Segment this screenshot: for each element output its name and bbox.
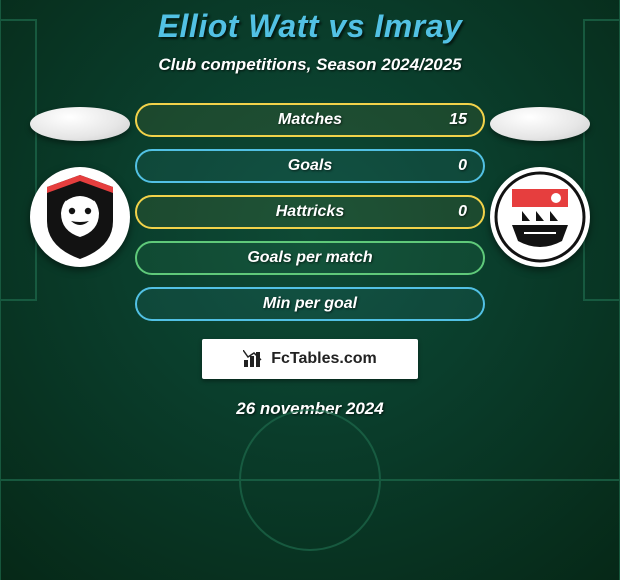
footer-date: 26 november 2024 xyxy=(0,399,620,419)
attribution-banner: FcTables.com xyxy=(202,339,418,379)
stat-row: Goals per match xyxy=(135,241,485,275)
left-club-badge xyxy=(30,167,130,267)
left-player-column xyxy=(25,103,135,267)
stat-label: Goals xyxy=(288,157,332,175)
stat-label: Goals per match xyxy=(247,249,372,267)
stat-row: Hattricks 0 xyxy=(135,195,485,229)
main-area: Matches 15 Goals 0 Hattricks 0 Goals per match… xyxy=(0,103,620,321)
stat-row: Matches 15 xyxy=(135,103,485,137)
stat-label: Min per goal xyxy=(263,295,357,313)
comparison-subtitle: Club competitions, Season 2024/2025 xyxy=(0,55,620,75)
left-player-placeholder xyxy=(30,107,130,141)
stat-value: 0 xyxy=(458,203,467,221)
bar-chart-icon xyxy=(243,350,265,368)
comparison-title: Elliot Watt vs Imray xyxy=(0,0,620,45)
right-player-placeholder xyxy=(490,107,590,141)
right-club-badge xyxy=(490,167,590,267)
stat-label: Hattricks xyxy=(276,203,344,221)
right-player-column xyxy=(485,103,595,267)
stat-value: 0 xyxy=(458,157,467,175)
stat-row: Min per goal xyxy=(135,287,485,321)
stat-list: Matches 15 Goals 0 Hattricks 0 Goals per match… xyxy=(135,103,485,321)
stat-label: Matches xyxy=(278,111,342,129)
attribution-text: FcTables.com xyxy=(271,350,377,368)
stat-row: Goals 0 xyxy=(135,149,485,183)
stat-value: 15 xyxy=(449,111,467,129)
